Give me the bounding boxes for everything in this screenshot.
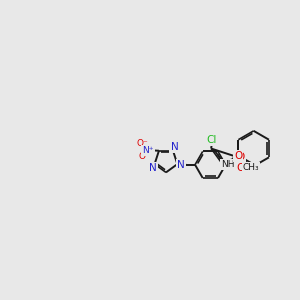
Text: N: N [149,163,157,173]
Text: O: O [237,152,245,162]
Text: O: O [139,152,146,161]
Text: O⁻: O⁻ [136,139,148,148]
Text: NH: NH [222,160,235,169]
Text: N: N [171,142,178,152]
Text: N: N [177,160,185,170]
Text: S: S [235,152,242,162]
Text: O: O [234,151,242,161]
Text: CH₃: CH₃ [243,163,259,172]
Text: O: O [237,163,245,172]
Text: Cl: Cl [206,135,216,145]
Text: N⁺: N⁺ [142,146,154,154]
